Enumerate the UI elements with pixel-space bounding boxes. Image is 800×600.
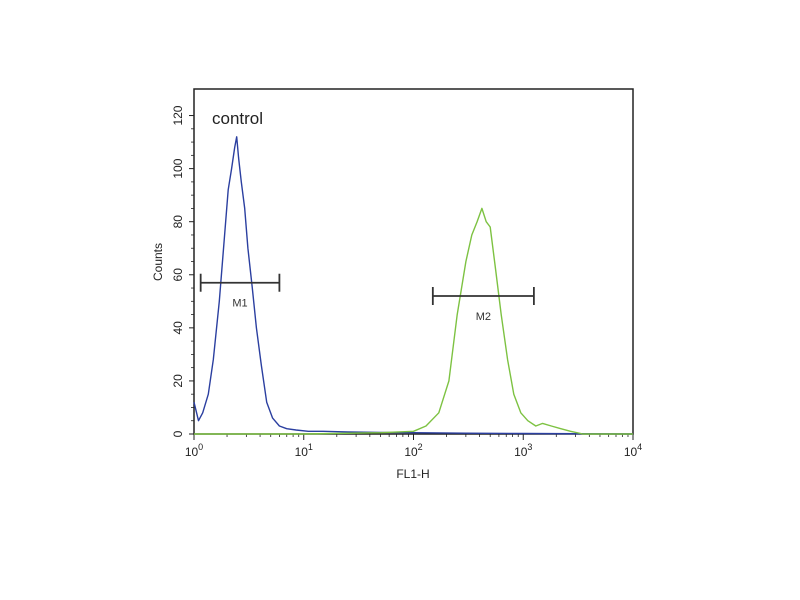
- y-tick-label: 60: [171, 268, 185, 282]
- x-tick-label: 104: [624, 442, 642, 459]
- y-axis-label: Counts: [151, 243, 165, 281]
- gate-markers: M1 M2: [199, 273, 535, 323]
- x-tick-label: 100: [185, 442, 203, 459]
- x-tick-label: 102: [404, 442, 422, 459]
- series-2-line: [194, 207, 633, 435]
- series-group: [193, 136, 634, 435]
- y-tick-label: 80: [171, 215, 185, 229]
- x-axis-label: FL1-H: [396, 467, 429, 481]
- gate-m1-label: M1: [232, 298, 247, 310]
- y-tick-label: 20: [171, 374, 185, 388]
- plot-frame: [193, 88, 634, 435]
- y-axis: 0 20 40 60 80 100 120: [171, 105, 194, 437]
- x-axis: 100 101 102 103 104: [185, 434, 642, 459]
- y-tick-label: 100: [171, 158, 185, 178]
- x-tick-label: 101: [295, 442, 313, 459]
- y-tick-label: 0: [171, 430, 185, 437]
- y-tick-label: 120: [171, 105, 185, 125]
- x-tick-label: 103: [514, 442, 532, 459]
- control-annotation: control: [212, 109, 263, 128]
- gate-m2-label: M2: [476, 311, 491, 323]
- series-1-line: [193, 136, 634, 435]
- y-tick-label: 40: [171, 321, 185, 335]
